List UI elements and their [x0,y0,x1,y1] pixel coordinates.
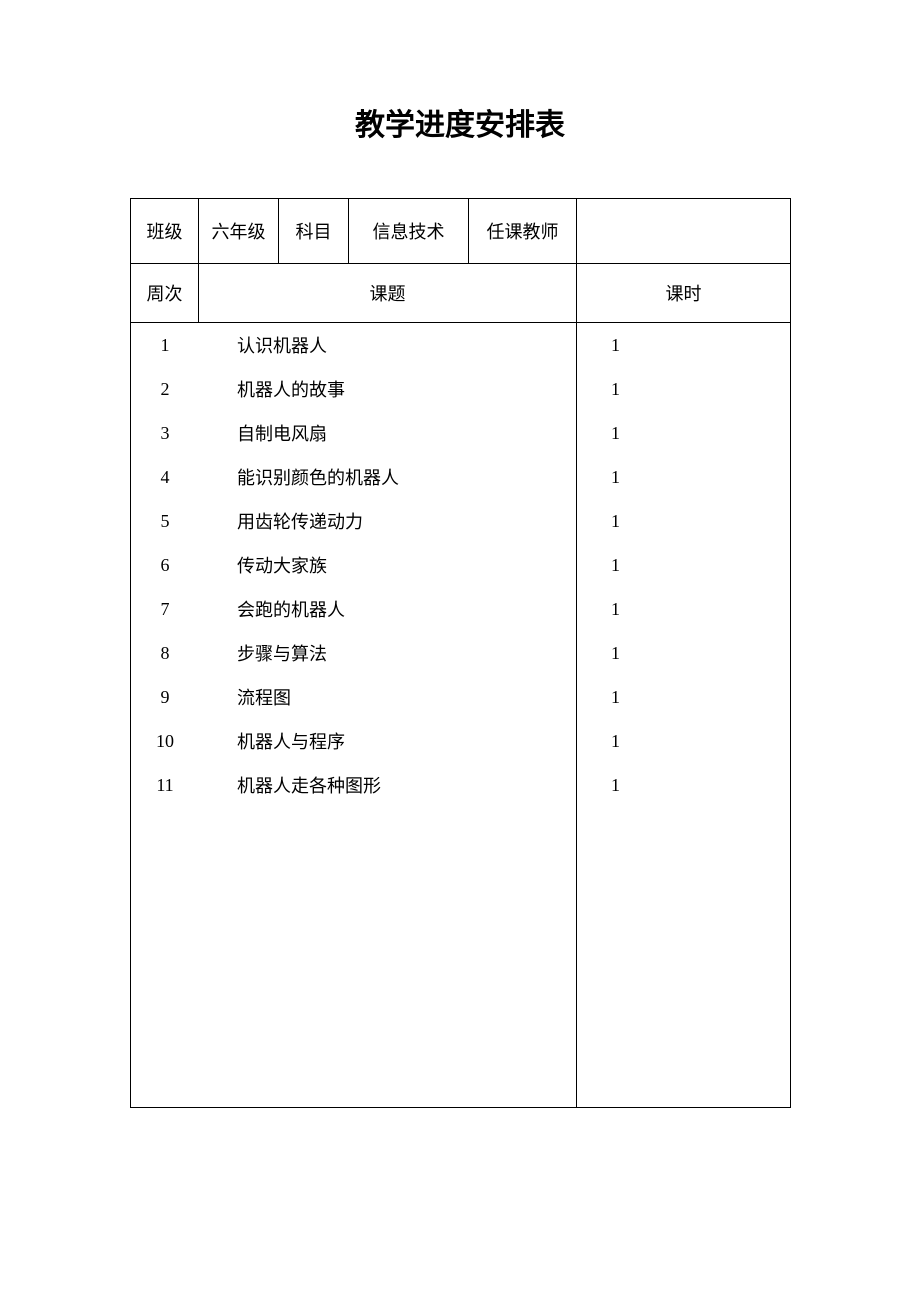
table-row: 1认识机器人 [131,323,576,367]
hours-cell: 1 [577,587,790,631]
topic-cell: 机器人与程序 [199,719,576,763]
week-cell: 6 [131,543,199,587]
page-title: 教学进度安排表 [130,100,790,144]
week-cell: 10 [131,719,199,763]
class-value-cell: 六年级 [199,199,279,264]
table-row: 8步骤与算法 [131,631,576,675]
table-row: 1 [577,675,790,719]
table-row: 1 [577,543,790,587]
hours-inner: 11111111111 [577,323,790,807]
topic-cell: 步骤与算法 [199,631,576,675]
teacher-label-cell: 任课教师 [469,199,577,264]
topic-cell: 自制电风扇 [199,411,576,455]
table-row: 1 [577,587,790,631]
hours-cell: 1 [577,499,790,543]
page: 教学进度安排表 班级 六年级 科目 信息技术 任课教师 周次 课题 课时 1认识… [0,0,920,1302]
teacher-value-cell [577,199,791,264]
table-row: 6传动大家族 [131,543,576,587]
topic-cell: 机器人的故事 [199,367,576,411]
week-cell: 3 [131,411,199,455]
table-row: 10机器人与程序 [131,719,576,763]
hours-cell: 1 [577,455,790,499]
topic-cell: 机器人走各种图形 [199,763,576,807]
subject-label-cell: 科目 [279,199,349,264]
topic-cell: 流程图 [199,675,576,719]
schedule-table: 班级 六年级 科目 信息技术 任课教师 周次 课题 课时 1认识机器人2机器人的… [130,198,791,1108]
table-row: 11机器人走各种图形 [131,763,576,807]
weeks-topics-inner: 1认识机器人2机器人的故事3自制电风扇4能识别颜色的机器人5用齿轮传递动力6传动… [131,323,576,807]
body-row: 1认识机器人2机器人的故事3自制电风扇4能识别颜色的机器人5用齿轮传递动力6传动… [131,323,791,1108]
class-label-cell: 班级 [131,199,199,264]
hours-cell: 1 [577,675,790,719]
week-cell: 11 [131,763,199,807]
table-row: 5用齿轮传递动力 [131,499,576,543]
week-cell: 2 [131,367,199,411]
subject-value-cell: 信息技术 [349,199,469,264]
week-cell: 8 [131,631,199,675]
topic-cell: 会跑的机器人 [199,587,576,631]
table-row: 2机器人的故事 [131,367,576,411]
topic-cell: 能识别颜色的机器人 [199,455,576,499]
hours-cell: 1 [577,367,790,411]
topic-cell: 用齿轮传递动力 [199,499,576,543]
header-row: 班级 六年级 科目 信息技术 任课教师 [131,199,791,264]
topic-cell: 认识机器人 [199,323,576,367]
week-cell: 9 [131,675,199,719]
week-cell: 7 [131,587,199,631]
hours-cell: 1 [577,543,790,587]
table-row: 1 [577,499,790,543]
table-row: 7会跑的机器人 [131,587,576,631]
hours-cell: 1 [577,719,790,763]
table-row: 4能识别颜色的机器人 [131,455,576,499]
week-header: 周次 [131,264,199,323]
table-row: 1 [577,411,790,455]
week-cell: 5 [131,499,199,543]
hours-header: 课时 [577,264,791,323]
week-cell: 4 [131,455,199,499]
table-row: 1 [577,719,790,763]
topic-header: 课题 [199,264,577,323]
table-row: 9流程图 [131,675,576,719]
table-row: 1 [577,631,790,675]
closing-row [131,1107,791,1108]
table-row: 1 [577,763,790,807]
hours-cell: 1 [577,631,790,675]
week-cell: 1 [131,323,199,367]
hours-cell: 1 [577,763,790,807]
topic-cell: 传动大家族 [199,543,576,587]
table-row: 1 [577,367,790,411]
hours-cell: 1 [577,411,790,455]
subheader-row: 周次 课题 课时 [131,264,791,323]
table-row: 1 [577,455,790,499]
table-row: 3自制电风扇 [131,411,576,455]
hours-cell: 1 [577,323,790,367]
table-row: 1 [577,323,790,367]
